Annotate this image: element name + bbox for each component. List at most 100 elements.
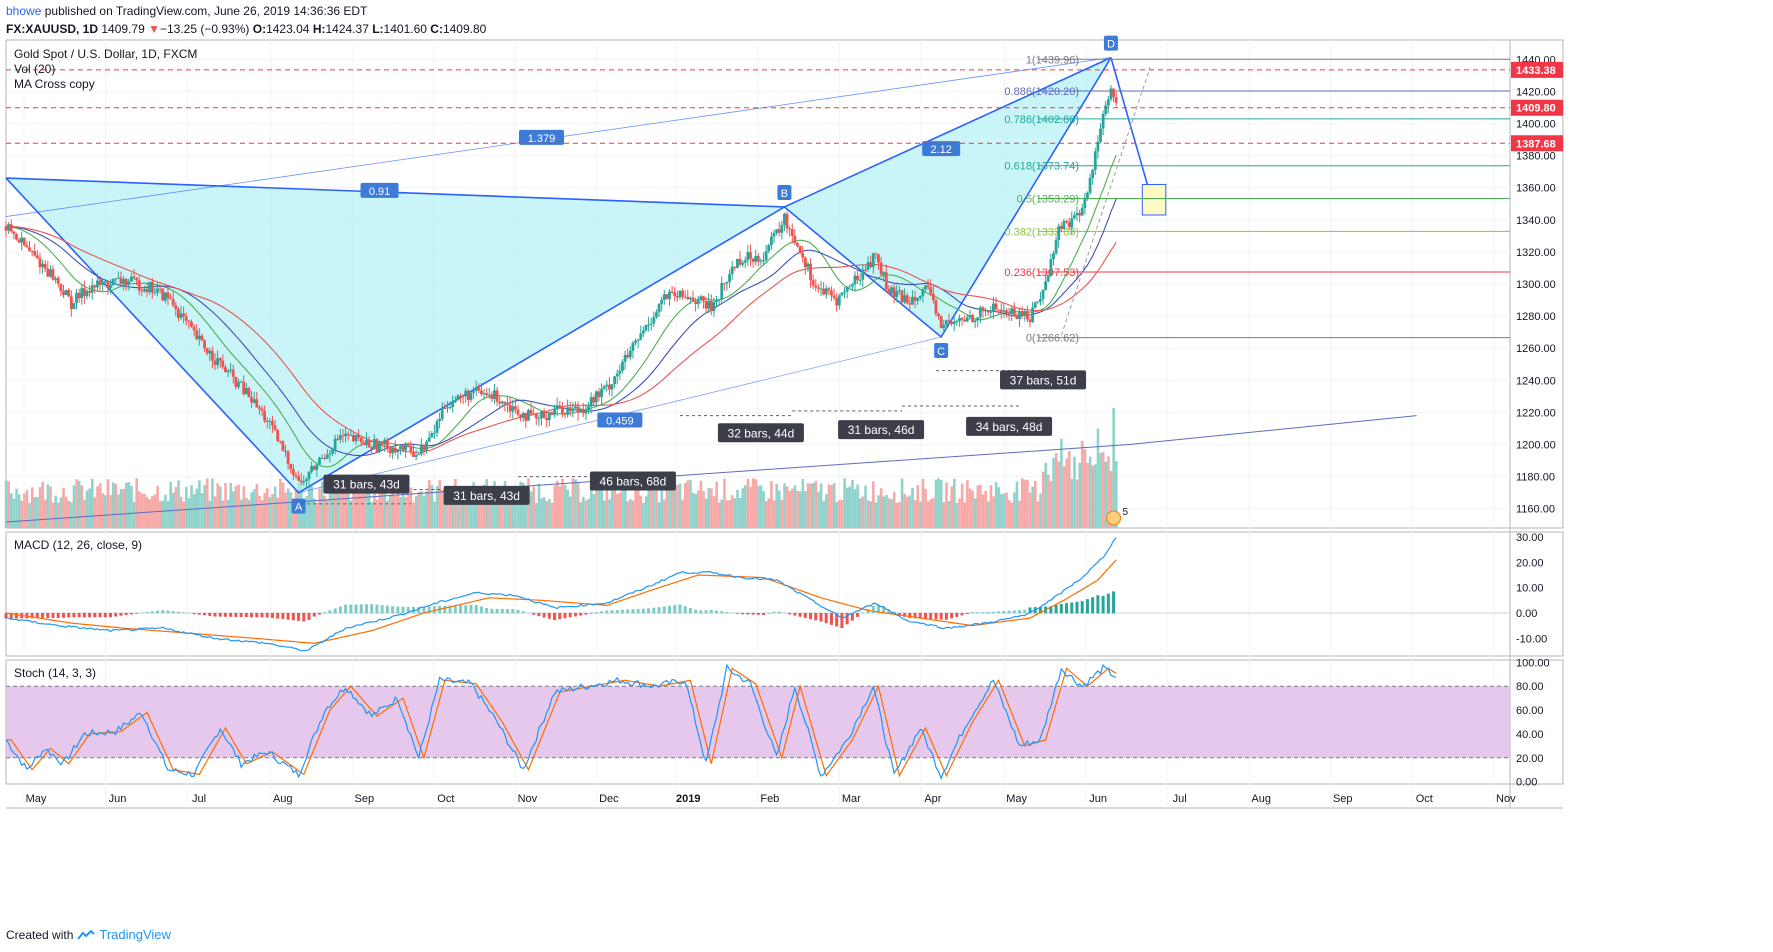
volume-bar [733,498,737,528]
macd-hist-bar [67,612,71,618]
candle-body [446,407,449,409]
author-link[interactable]: bhowe [6,4,42,18]
macd-hist-bar [506,609,510,614]
macd-hist-bar [250,612,254,618]
candle-body [205,348,209,354]
candle-body [639,333,643,340]
volume-bar [691,492,695,528]
publish-text: published on TradingView.com, June 26, 2… [44,4,368,18]
macd-hist-bar [197,612,201,615]
candle-body [869,262,873,268]
volume-bar [524,497,528,528]
candle-body [1010,308,1014,314]
macd-hist-bar [991,611,995,614]
candle-body [257,407,261,409]
macd-hist-bar [333,608,337,614]
tradingview-link[interactable]: TradingView [99,927,171,942]
volume-bar [394,496,397,528]
candle-body [926,285,930,288]
candle-body [608,384,611,390]
macd-hist-bar [401,606,405,614]
volume-bar [796,490,799,528]
candle-body [513,406,517,410]
candle-body [1005,310,1008,313]
volume-bar [929,499,933,528]
macd-hist-bar [396,606,400,614]
volume-bar [683,483,687,528]
low-label: L: [372,22,384,36]
candle-body [1046,275,1050,282]
volume-bar [135,478,139,528]
candle-body [359,437,363,443]
candle-body [542,411,546,418]
candle-body [1062,220,1066,230]
price-axis[interactable]: 1160.00 1180.00 1200.00 1220.00 1240.00 1260.… [1511,54,1563,789]
candle-body [897,290,901,292]
macd-hist-bar [459,605,463,614]
candle-body [981,307,985,312]
volume-bar [584,500,588,528]
macd-hist-bar [464,605,468,614]
candle-body [955,321,959,323]
volume-bar [960,483,964,528]
volume-bar [563,484,567,528]
candle-body [587,406,590,411]
volume-bar [1078,462,1082,528]
candle-body [184,316,188,321]
candle-body [665,294,669,299]
volume-bar [906,496,909,528]
candle-body [934,300,938,314]
candle-body [286,451,290,464]
volume-bar [652,490,656,528]
volume-bar [613,480,617,528]
candle-body [294,475,298,477]
candle-body [305,479,308,482]
time-tick: May [26,793,47,805]
candle-body [137,280,141,291]
macd-hist-bar [317,612,321,615]
volume-bar [1107,456,1110,528]
candle-body [93,285,97,288]
candle-body [401,446,405,451]
candle-body [98,280,102,286]
volume-bar [1109,471,1113,528]
stoch-pane[interactable] [5,663,1510,781]
volume-bar [391,489,395,528]
candle-body [1041,289,1045,300]
volume-bar [989,485,993,528]
macd-hist-bar [108,612,112,618]
time-axis[interactable]: May Jun Jul Aug Sep Oct Nov Dec 2019 Feb Mar Apr May… [26,793,1516,805]
candle-body [346,433,350,436]
volume-bar [477,499,481,528]
ma-legend: MA Cross copy [14,77,95,91]
volume-bar [242,486,246,528]
volume-bar [548,499,551,528]
candle-body [911,296,914,305]
xabcd-pattern[interactable]: 1.379 0.91 2.12 0.459 A B C D [5,35,1167,514]
candle-body [469,392,473,400]
candle-body [210,350,214,361]
macd-hist-bar [495,608,499,614]
drawings[interactable]: 31 bars, 43d 31 bars, 43d 46 bars, 68d 32 b… [5,67,1510,526]
candle-body [88,290,91,293]
high-value: 1424.37 [325,22,369,36]
volume-bar [757,485,760,528]
volume-bar [720,499,724,528]
volume-bar [657,502,661,528]
fib-levels[interactable]: 1(1439.96) 0.886(1420.20) 0.786(1402.86) 0.… [1004,54,1510,345]
candle-body [414,455,418,457]
macd-pane[interactable] [4,537,1511,652]
volume-bar [169,481,172,528]
volume-bar [644,496,648,528]
candle-body [116,277,120,279]
candle-body [691,297,695,302]
volume-bar [689,479,692,528]
stoch-tick: 60.00 [1516,705,1544,717]
candle-body [675,296,679,298]
stoch-tick: 40.00 [1516,729,1544,741]
volume-bar [354,482,358,528]
candle-body [174,305,178,310]
candle-body [605,384,609,387]
macd-hist-bar [986,612,990,614]
